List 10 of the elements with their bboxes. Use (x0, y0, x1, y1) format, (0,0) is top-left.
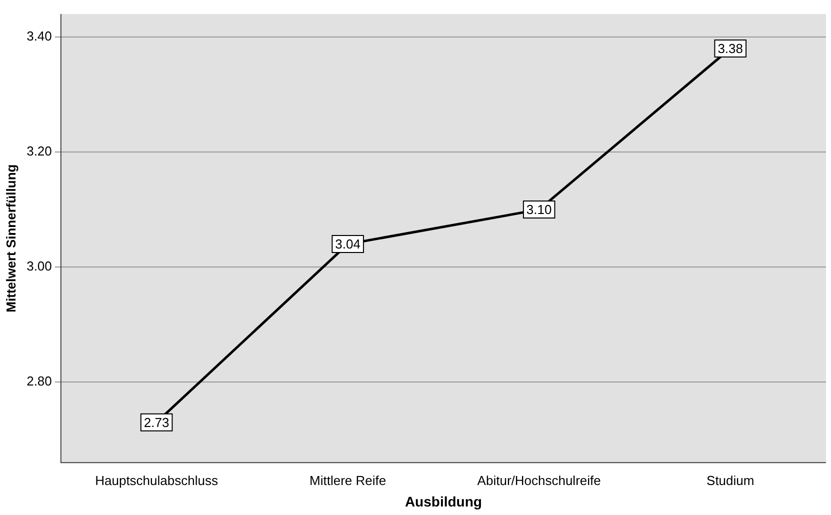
x-tick-label: Hauptschulabschluss (95, 472, 218, 488)
y-tick-label: 3.40 (26, 28, 52, 44)
x-tick-label: Studium (706, 472, 754, 488)
y-tick-label: 3.20 (26, 144, 52, 159)
x-axis-title: Ausbildung (404, 493, 482, 510)
y-tick-label: 3.00 (26, 258, 52, 274)
x-tick-label: Mittlere Reife (310, 472, 386, 488)
x-tick-label: Abitur/Hochschulreife (477, 472, 601, 488)
y-tick-label: 2.80 (26, 374, 52, 389)
y-axis-title: Mittelwert Sinnerfüllung (3, 164, 18, 312)
